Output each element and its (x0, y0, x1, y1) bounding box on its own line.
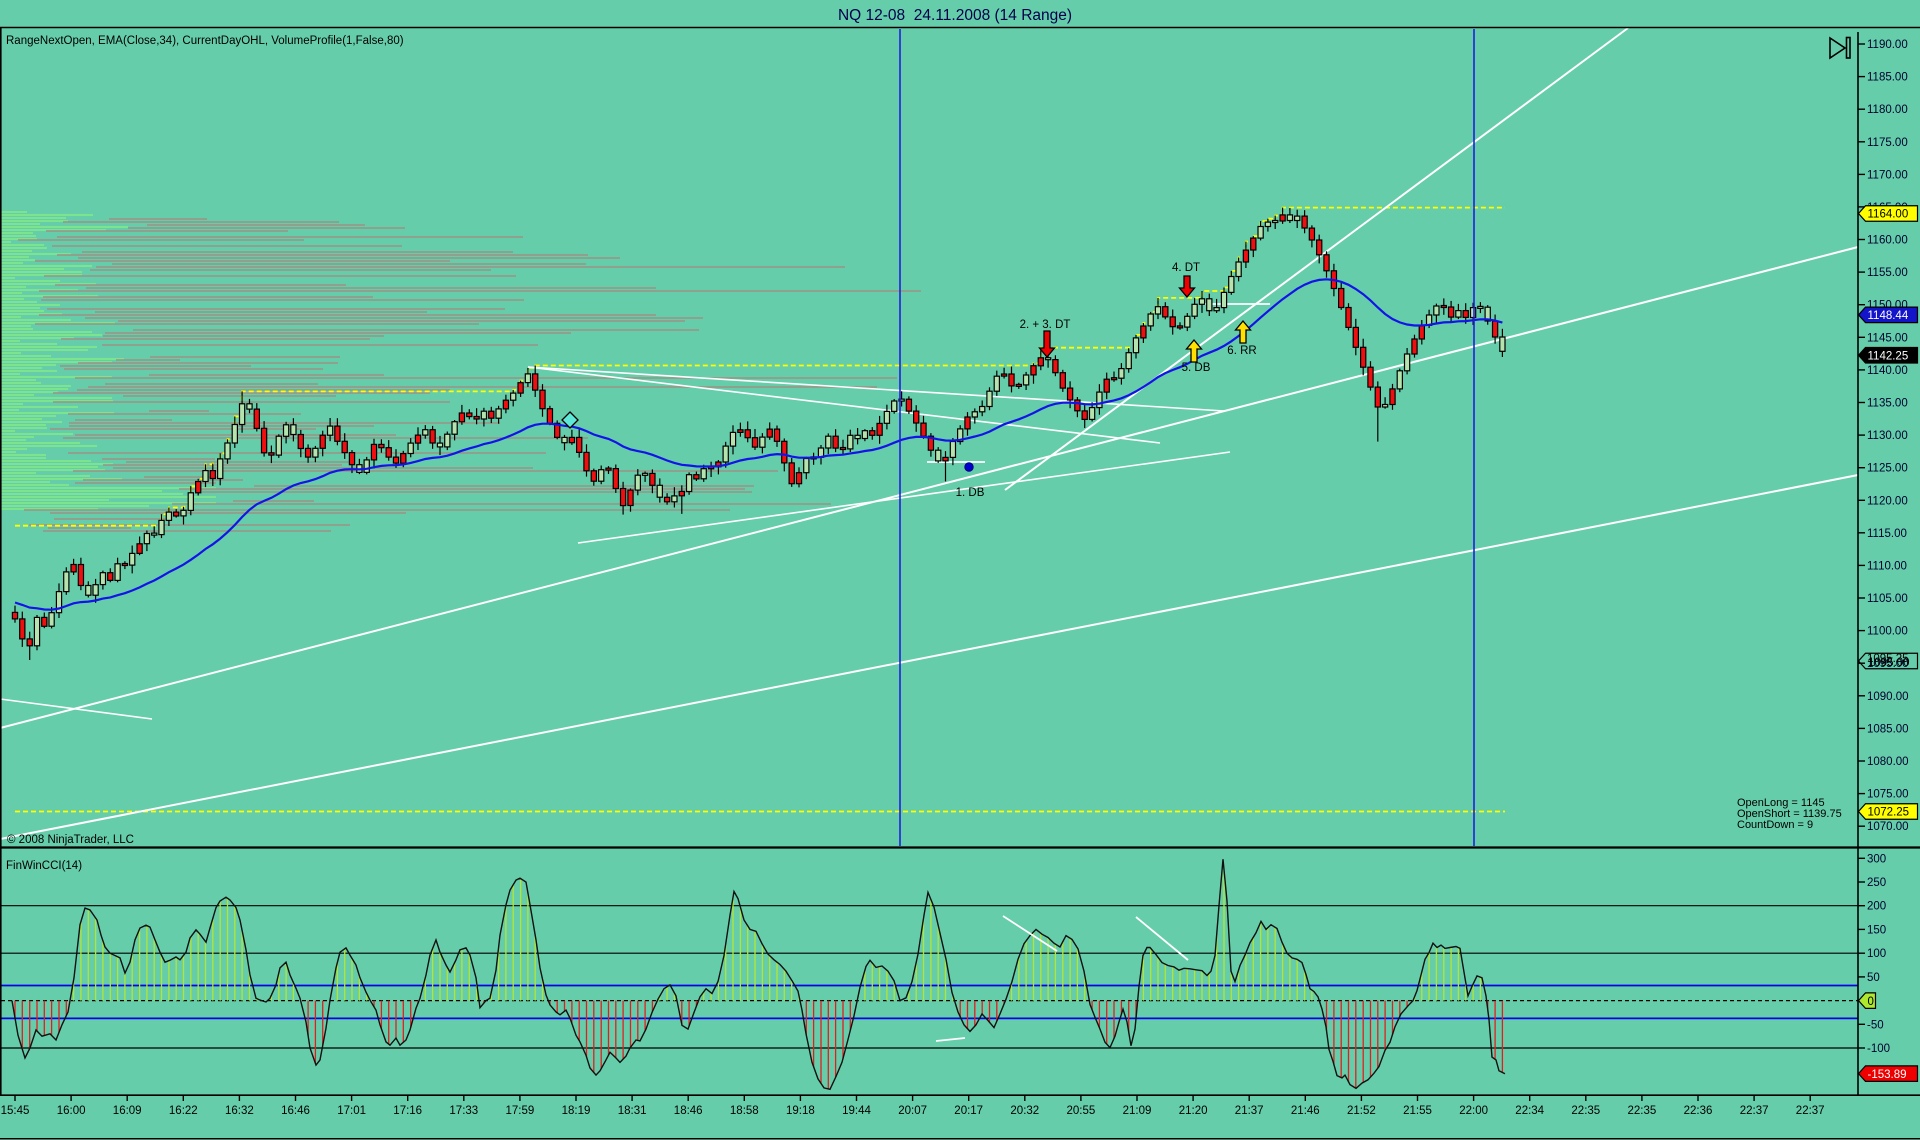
svg-text:100: 100 (1867, 948, 1886, 960)
svg-text:1185.00: 1185.00 (1867, 72, 1908, 84)
svg-text:22:00: 22:00 (1459, 1105, 1488, 1117)
svg-text:5. DB: 5. DB (1182, 362, 1211, 374)
svg-text:1095.00: 1095.00 (1868, 657, 1910, 669)
svg-text:FinWinCCI(14): FinWinCCI(14) (6, 860, 82, 872)
svg-text:1125.00: 1125.00 (1867, 463, 1908, 475)
svg-text:1. DB: 1. DB (956, 487, 985, 499)
svg-text:19:44: 19:44 (842, 1105, 871, 1117)
svg-text:1072.25: 1072.25 (1868, 807, 1910, 819)
svg-text:1120.00: 1120.00 (1867, 495, 1908, 507)
svg-text:© 2008 NinjaTrader, LLC: © 2008 NinjaTrader, LLC (7, 834, 134, 846)
svg-text:6. RR: 6. RR (1227, 345, 1256, 357)
svg-text:1095.00: 1095.00 (1867, 658, 1909, 670)
svg-text:1160.00: 1160.00 (1867, 235, 1908, 247)
svg-text:16:32: 16:32 (225, 1105, 254, 1117)
svg-text:18:31: 18:31 (618, 1105, 647, 1117)
svg-text:200: 200 (1867, 901, 1886, 913)
svg-text:16:09: 16:09 (113, 1105, 142, 1117)
svg-text:21:09: 21:09 (1123, 1105, 1152, 1117)
svg-text:1090.00: 1090.00 (1867, 691, 1909, 703)
svg-text:16:00: 16:00 (57, 1105, 86, 1117)
svg-text:1180.00: 1180.00 (1867, 104, 1908, 116)
svg-text:1148.44: 1148.44 (1868, 310, 1909, 322)
svg-text:16:46: 16:46 (281, 1105, 310, 1117)
svg-text:1095.25: 1095.25 (1867, 653, 1909, 665)
svg-text:1115.00: 1115.00 (1867, 528, 1907, 540)
svg-text:1155.00: 1155.00 (1867, 267, 1908, 279)
svg-text:1100.00: 1100.00 (1867, 626, 1908, 638)
svg-text:20:17: 20:17 (954, 1105, 983, 1117)
svg-text:1170.00: 1170.00 (1867, 169, 1908, 181)
svg-text:-100: -100 (1867, 1043, 1890, 1055)
svg-text:1142.25: 1142.25 (1868, 350, 1909, 362)
svg-text:150: 150 (1867, 924, 1886, 936)
svg-text:250: 250 (1867, 877, 1886, 889)
svg-text:22:34: 22:34 (1515, 1105, 1544, 1117)
svg-text:4. DT: 4. DT (1172, 262, 1200, 274)
svg-text:20:32: 20:32 (1010, 1105, 1039, 1117)
svg-text:20:07: 20:07 (898, 1105, 927, 1117)
svg-text:19:18: 19:18 (786, 1105, 815, 1117)
svg-text:NQ 12-08 24.11.2008 (14 Range: NQ 12-08 24.11.2008 (14 Range) (838, 7, 1072, 24)
svg-text:22:37: 22:37 (1796, 1105, 1825, 1117)
svg-text:CountDown = 9: CountDown = 9 (1737, 819, 1813, 831)
svg-text:22:35: 22:35 (1571, 1105, 1600, 1117)
svg-text:1164.00: 1164.00 (1868, 209, 1909, 221)
svg-text:1070.00: 1070.00 (1867, 821, 1909, 833)
svg-text:50: 50 (1867, 972, 1880, 984)
svg-text:1075.00: 1075.00 (1867, 789, 1909, 801)
svg-text:18:46: 18:46 (674, 1105, 703, 1117)
svg-text:0: 0 (1868, 996, 1874, 1008)
svg-text:1105.00: 1105.00 (1867, 593, 1908, 605)
svg-text:18:19: 18:19 (562, 1105, 591, 1117)
svg-text:1130.00: 1130.00 (1867, 430, 1908, 442)
svg-text:1145.00: 1145.00 (1867, 332, 1908, 344)
svg-text:300: 300 (1867, 853, 1886, 865)
svg-text:1135.00: 1135.00 (1867, 398, 1908, 410)
svg-text:-50: -50 (1867, 1019, 1884, 1031)
svg-text:17:16: 17:16 (393, 1105, 422, 1117)
svg-text:-153.89: -153.89 (1868, 1069, 1907, 1081)
svg-text:17:01: 17:01 (337, 1105, 366, 1117)
svg-text:17:59: 17:59 (506, 1105, 535, 1117)
svg-text:18:58: 18:58 (730, 1105, 759, 1117)
svg-text:1190.00: 1190.00 (1867, 39, 1908, 51)
svg-text:1080.00: 1080.00 (1867, 756, 1909, 768)
svg-text:17:33: 17:33 (449, 1105, 478, 1117)
svg-text:16:22: 16:22 (169, 1105, 198, 1117)
svg-text:1140.00: 1140.00 (1867, 365, 1908, 377)
svg-text:OpenShort = 1139.75: OpenShort = 1139.75 (1737, 808, 1842, 820)
svg-text:1085.00: 1085.00 (1867, 723, 1909, 735)
svg-text:21:20: 21:20 (1179, 1105, 1208, 1117)
svg-text:22:37: 22:37 (1740, 1105, 1769, 1117)
svg-text:1110.00: 1110.00 (1867, 560, 1907, 572)
svg-text:OpenLong = 1145: OpenLong = 1145 (1737, 797, 1825, 809)
svg-text:21:37: 21:37 (1235, 1105, 1264, 1117)
svg-text:20:55: 20:55 (1067, 1105, 1096, 1117)
svg-text:2. + 3. DT: 2. + 3. DT (1020, 319, 1071, 331)
svg-text:15:45: 15:45 (1, 1105, 30, 1117)
svg-text:21:55: 21:55 (1403, 1105, 1432, 1117)
svg-text:21:46: 21:46 (1291, 1105, 1320, 1117)
svg-text:1175.00: 1175.00 (1867, 137, 1908, 149)
svg-text:RangeNextOpen, EMA(Close,34),: RangeNextOpen, EMA(Close,34), CurrentDay… (6, 35, 404, 47)
svg-text:21:52: 21:52 (1347, 1105, 1376, 1117)
svg-text:22:36: 22:36 (1684, 1105, 1713, 1117)
svg-text:22:35: 22:35 (1628, 1105, 1657, 1117)
